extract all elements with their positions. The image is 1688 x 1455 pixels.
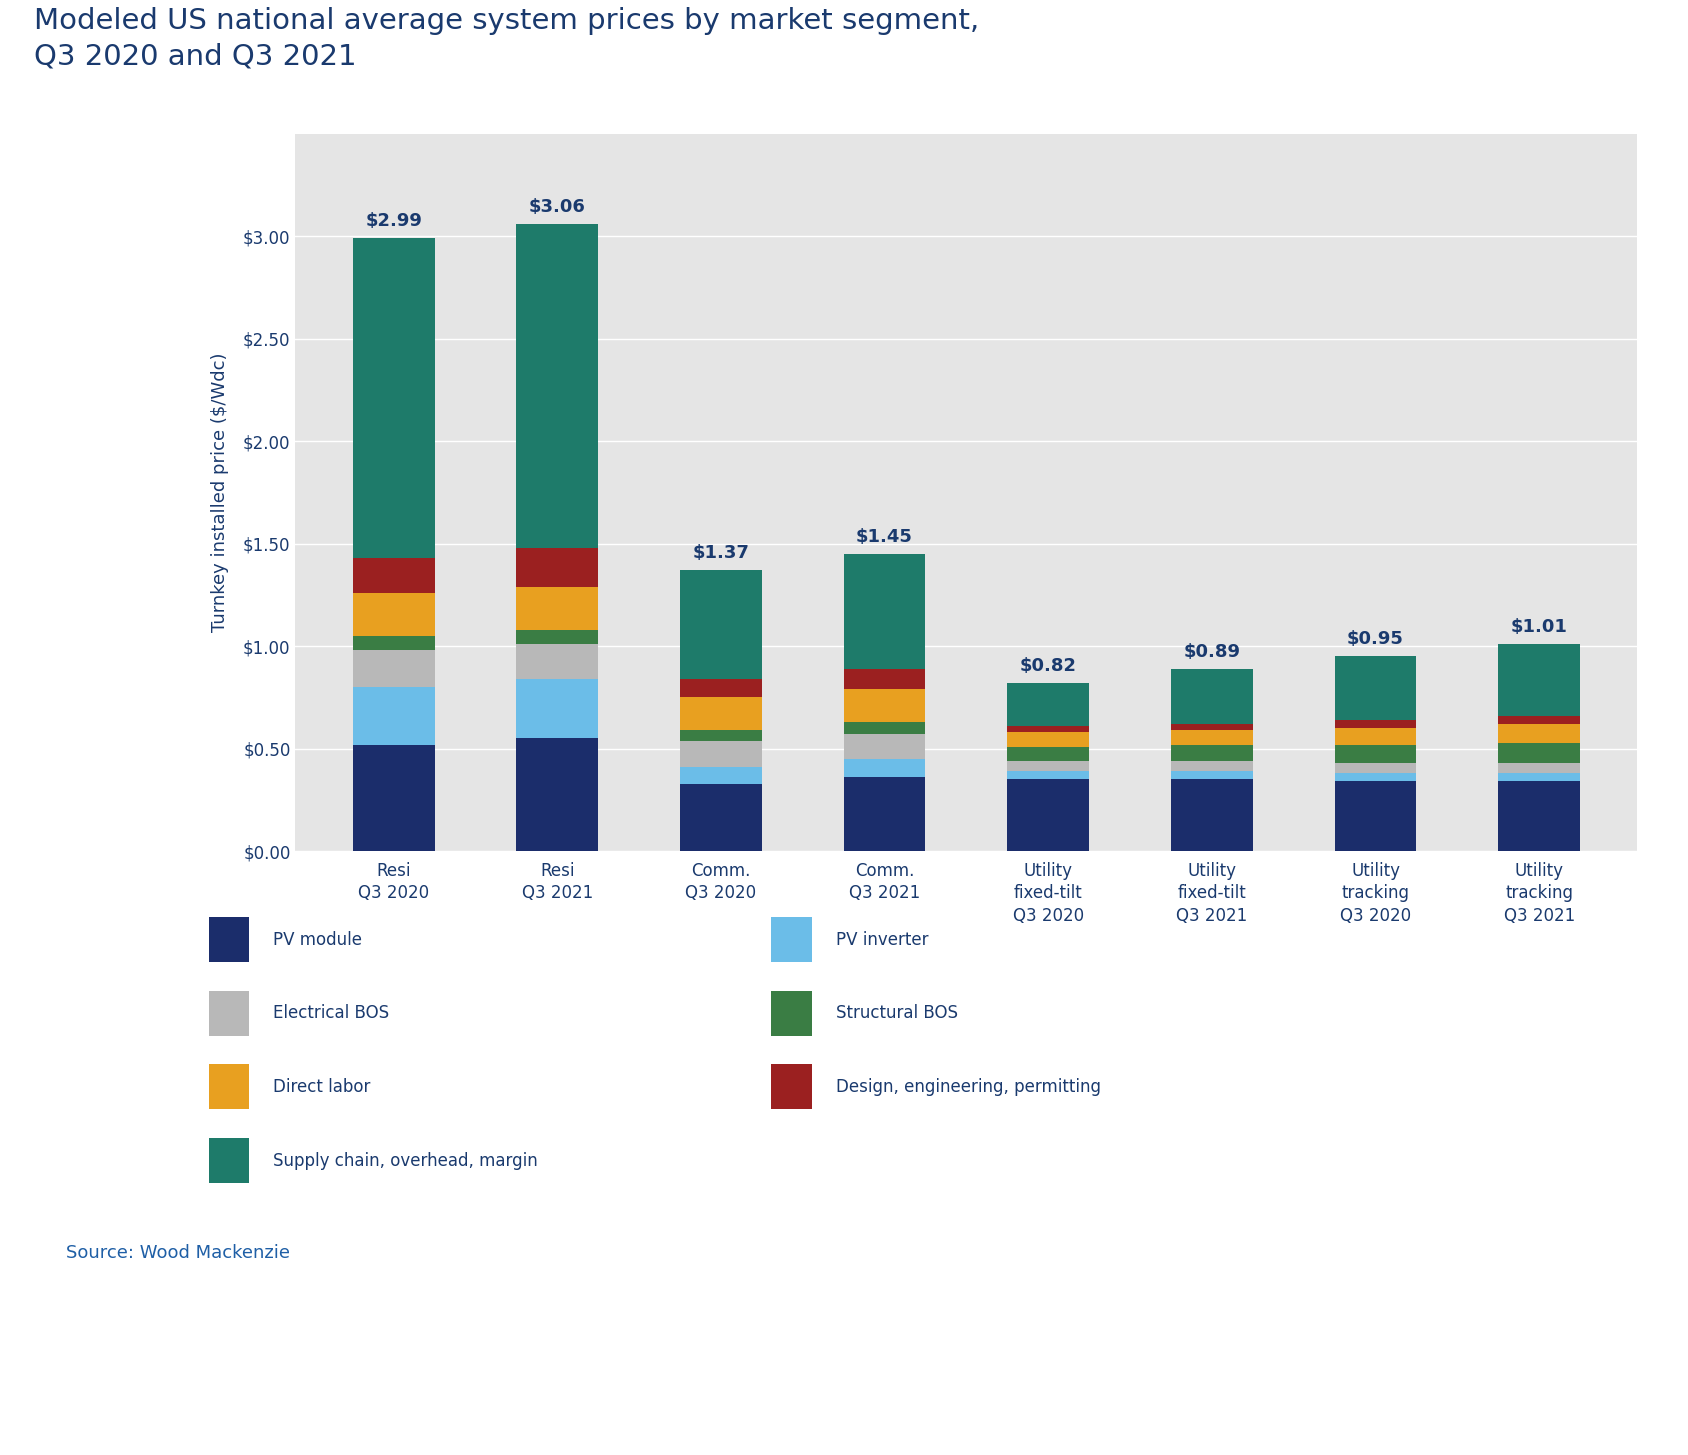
Bar (353, 745, 434, 851)
Text: POWER & RENEWABLES: POWER & RENEWABLES (68, 1417, 191, 1426)
Text: $3.06: $3.06 (528, 198, 586, 215)
Bar (1008, 780, 1089, 851)
Text: Modeled US national average system prices by market segment,
Q3 2020 and Q3 2021: Modeled US national average system price… (34, 7, 979, 71)
Text: $0.89: $0.89 (1183, 643, 1241, 661)
Bar (1335, 745, 1416, 762)
Bar (1008, 746, 1089, 761)
Bar (1008, 771, 1089, 780)
Bar (1171, 771, 1252, 780)
Bar (1499, 742, 1580, 762)
Bar (844, 735, 925, 760)
Text: PV inverter: PV inverter (836, 931, 928, 949)
FancyBboxPatch shape (209, 1138, 248, 1183)
Bar (844, 760, 925, 777)
FancyBboxPatch shape (209, 917, 248, 962)
Bar (844, 777, 925, 851)
Bar (517, 679, 598, 739)
Bar (1499, 716, 1580, 725)
Bar (517, 739, 598, 851)
Bar (1499, 773, 1580, 781)
Text: Supply chain, overhead, margin: Supply chain, overhead, margin (273, 1151, 538, 1170)
Text: $2.99: $2.99 (365, 212, 422, 230)
Text: Source: Wood Mackenzie: Source: Wood Mackenzie (66, 1244, 290, 1261)
Bar (1008, 726, 1089, 732)
Bar (1171, 780, 1252, 851)
Text: $1.45: $1.45 (856, 528, 913, 546)
Bar (1008, 761, 1089, 771)
Bar (1171, 745, 1252, 761)
Bar (1008, 732, 1089, 746)
Bar (1171, 725, 1252, 730)
Bar (1335, 728, 1416, 745)
Bar (1335, 781, 1416, 851)
Text: $0.95: $0.95 (1347, 630, 1404, 649)
Bar (1008, 682, 1089, 726)
FancyBboxPatch shape (771, 1065, 812, 1109)
Bar (1335, 656, 1416, 720)
Bar (680, 741, 761, 767)
Text: $1.37: $1.37 (692, 544, 749, 562)
Text: PV module: PV module (273, 931, 363, 949)
Text: Structural BOS: Structural BOS (836, 1004, 959, 1023)
Bar (517, 549, 598, 586)
Bar (680, 570, 761, 679)
Bar (1335, 773, 1416, 781)
Bar (1171, 669, 1252, 725)
Bar (353, 559, 434, 594)
Bar (680, 767, 761, 784)
Bar (1499, 781, 1580, 851)
Text: SEIA: SEIA (250, 1355, 341, 1388)
Bar (1499, 645, 1580, 716)
Text: Solar Energy
Industries
Association®: Solar Energy Industries Association® (397, 1349, 476, 1394)
Bar (1335, 762, 1416, 773)
Bar (680, 679, 761, 697)
Bar (1335, 720, 1416, 728)
Bar (844, 690, 925, 722)
Text: $1.01: $1.01 (1511, 618, 1568, 636)
Bar (680, 730, 761, 741)
Bar (517, 630, 598, 645)
FancyBboxPatch shape (209, 1065, 248, 1109)
Text: $0.82: $0.82 (1020, 656, 1077, 675)
Bar (517, 586, 598, 630)
Bar (844, 554, 925, 669)
Bar (353, 687, 434, 745)
Bar (1171, 761, 1252, 771)
Bar (353, 594, 434, 636)
Bar (517, 645, 598, 679)
Text: Design, engineering, permitting: Design, engineering, permitting (836, 1078, 1101, 1096)
Bar (844, 722, 925, 735)
FancyBboxPatch shape (771, 991, 812, 1036)
Bar (517, 224, 598, 549)
FancyBboxPatch shape (771, 917, 812, 962)
Text: Electrical BOS: Electrical BOS (273, 1004, 390, 1023)
Bar (353, 650, 434, 687)
Text: ©2021: ©2021 (1511, 1355, 1637, 1388)
FancyBboxPatch shape (209, 991, 248, 1036)
Bar (680, 697, 761, 730)
Bar (1499, 725, 1580, 742)
Y-axis label: Turnkey installed price ($/Wdc): Turnkey installed price ($/Wdc) (211, 352, 230, 633)
Bar (353, 636, 434, 650)
Bar (1499, 762, 1580, 773)
Bar (844, 669, 925, 690)
Bar (353, 239, 434, 559)
Bar (1171, 730, 1252, 745)
Text: Direct labor: Direct labor (273, 1078, 371, 1096)
Bar (680, 784, 761, 851)
Text: Wood
Mackenzie: Wood Mackenzie (68, 1324, 191, 1368)
